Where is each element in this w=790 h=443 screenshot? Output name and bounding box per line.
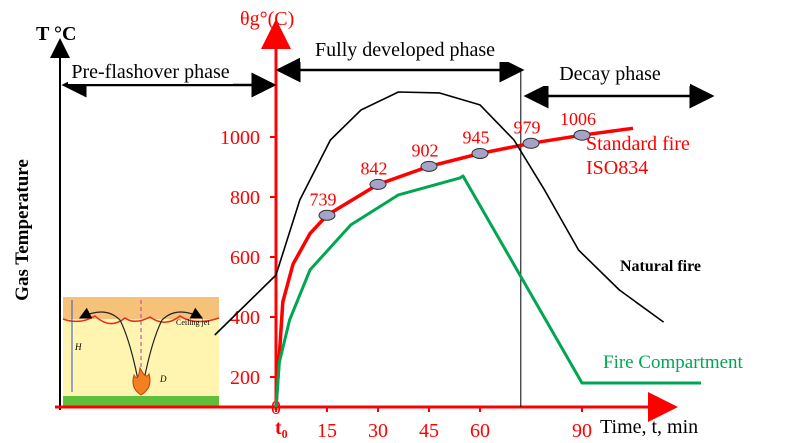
series-label: Standard fire ISO834 [586, 133, 690, 179]
series-label: Natural fire [620, 258, 702, 275]
phase-label: Decay phase [530, 62, 690, 86]
data-point [318, 209, 336, 221]
data-label: 945 [463, 128, 490, 148]
inset-label: Ceiling jet [176, 318, 210, 327]
x-axis-title: Time, t, min [600, 416, 698, 438]
x-tick-label: 90 [572, 420, 592, 442]
data-label: 1006 [560, 109, 596, 129]
data-point [522, 137, 540, 149]
data-point [369, 178, 387, 190]
inset-label: H [74, 342, 82, 352]
x-tick-label: 30 [368, 420, 388, 442]
y-tick-label: 200 [230, 367, 260, 389]
y-tick-label: 1000 [220, 127, 260, 149]
phase-label: Pre-flashover phase [68, 60, 233, 84]
inset: H D Ceiling jet [62, 297, 220, 407]
inset-label: D [159, 374, 167, 384]
origin-label: t₀ [275, 417, 288, 439]
data-label: 979 [514, 117, 541, 137]
phase-label: Fully developed phase [300, 38, 510, 62]
y-tick-label: 600 [230, 247, 260, 269]
side-label: Gas Temperature [12, 159, 33, 301]
y-axis-title: θg°(C) [240, 8, 294, 30]
series-label: Fire Compartment [603, 352, 743, 373]
data-point [573, 129, 591, 141]
data-point [420, 160, 438, 172]
series-line [214, 91, 665, 336]
series-line [274, 174, 701, 408]
left-axis-title: T °C [36, 23, 76, 45]
x-tick-label: 15 [317, 420, 337, 442]
data-label: 739 [310, 189, 337, 209]
y-tick-label: 400 [230, 307, 260, 329]
x-tick-label: 0 [271, 397, 281, 419]
data-label: 902 [412, 140, 439, 160]
data-point [471, 148, 489, 159]
y-tick-label: 800 [230, 187, 260, 209]
data-label: 842 [361, 158, 388, 178]
series-line [274, 126, 634, 408]
x-tick-label: 60 [470, 420, 490, 442]
x-tick-label: 45 [419, 420, 439, 442]
